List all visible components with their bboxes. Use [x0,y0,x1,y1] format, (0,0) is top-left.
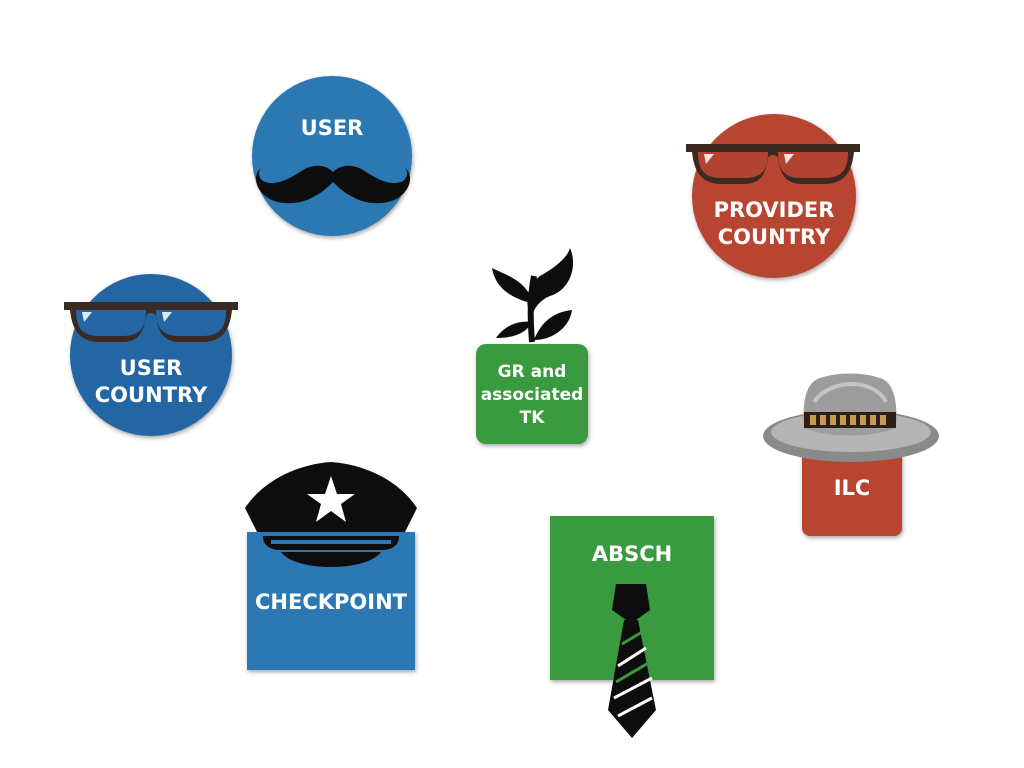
police-cap-icon [245,462,417,567]
gr-tk-label-line3: TK [519,408,545,428]
tie-icon [608,584,656,738]
ilc-label: ILC [833,476,871,500]
user-country-circle [70,274,232,436]
user-label: USER [300,116,364,140]
glasses-icon [64,302,238,342]
hat-icon [763,373,939,462]
gr-tk-label-line1: GR and [497,362,567,382]
provider-country-circle [692,114,856,278]
user-circle [252,76,412,236]
checkpoint-label: CHECKPOINT [255,590,407,614]
mustache-icon [256,165,410,204]
absch-label: ABSCH [591,542,673,566]
user-country-label-line2: COUNTRY [94,383,208,407]
glasses-icon [686,144,860,184]
plant-icon [492,248,574,343]
user-country-label-line1: USER [119,356,183,380]
provider-country-label-line2: COUNTRY [717,225,831,249]
gr-tk-label-line2: associated [480,385,584,405]
provider-country-label-line1: PROVIDER [713,198,835,222]
gr-tk-box [476,344,588,444]
